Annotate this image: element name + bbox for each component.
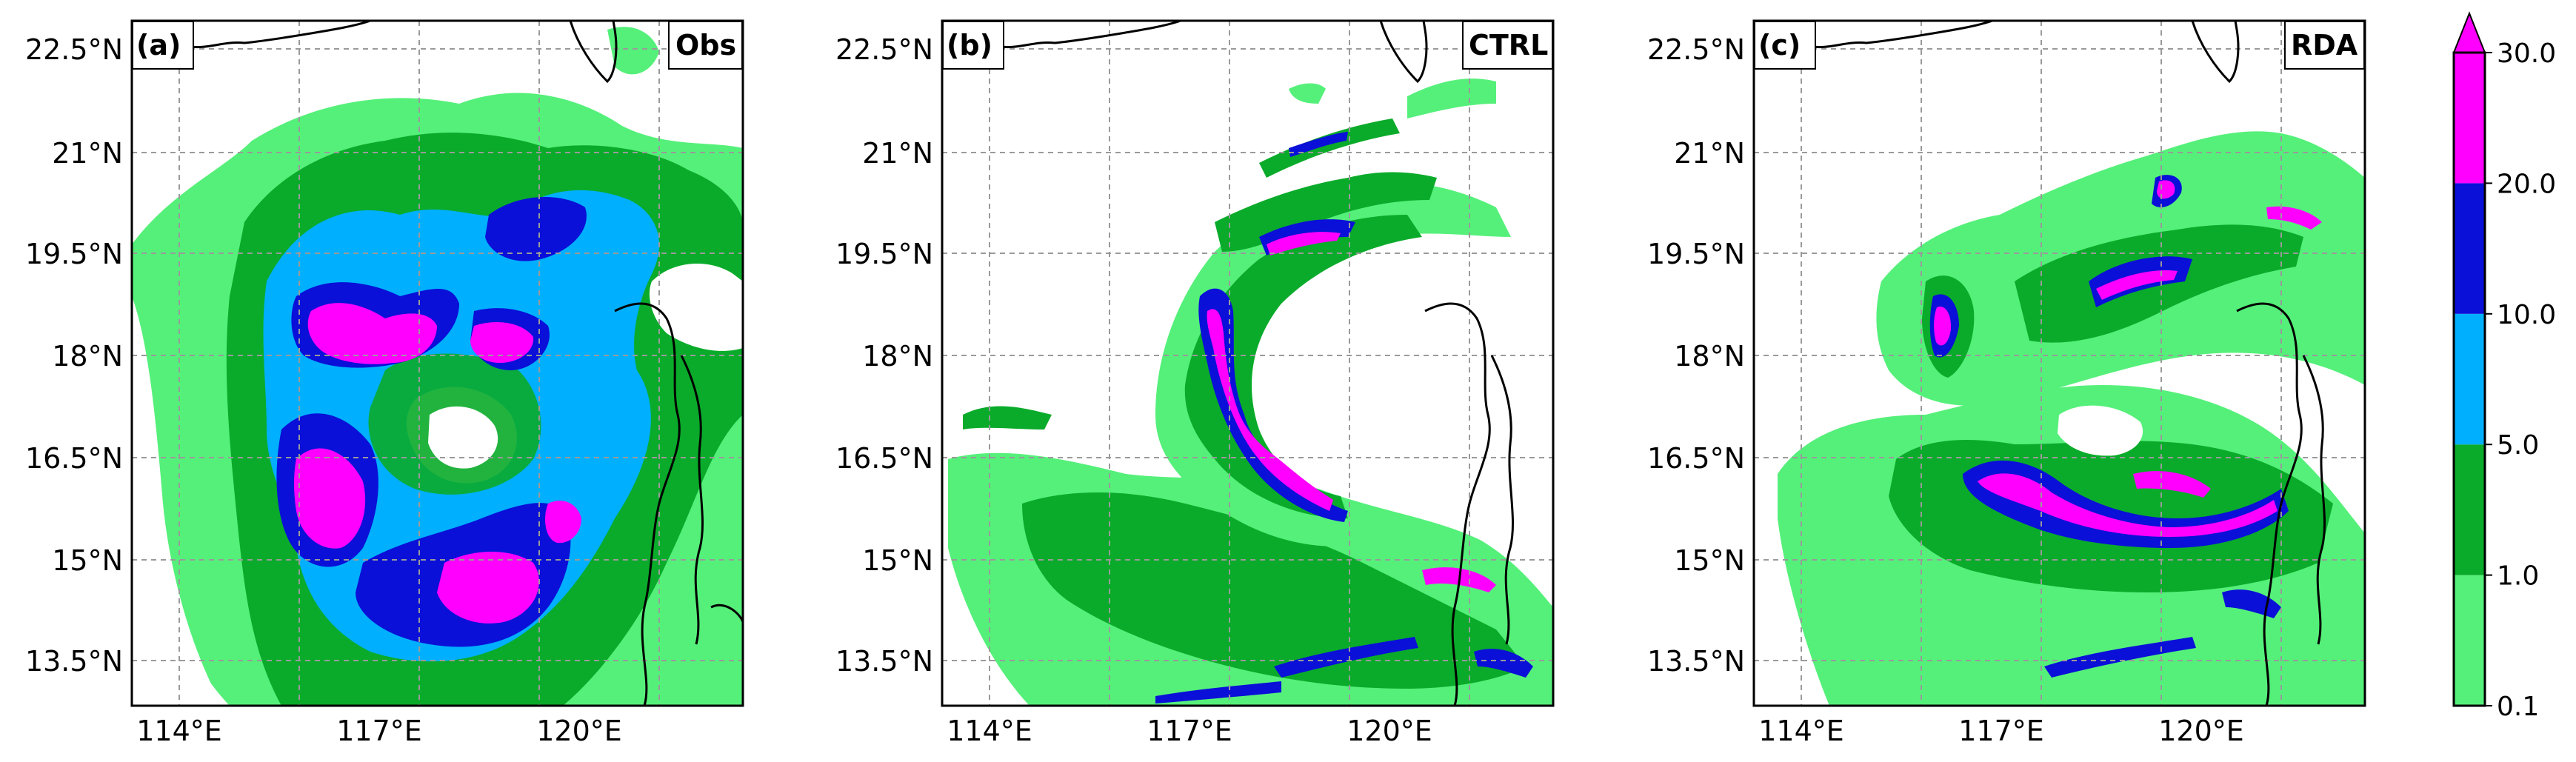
- lat-tick-label: 16.5°N: [1647, 442, 1745, 475]
- colorbar-segment: [2454, 313, 2485, 445]
- coastline-ctrl: [942, 21, 1515, 706]
- lat-tick-label: 22.5°N: [1647, 33, 1745, 66]
- lat-tick-label: 16.5°N: [25, 442, 123, 475]
- lon-tick-label: 117°E: [1147, 715, 1232, 747]
- lat-tick-label: 13.5°N: [1647, 645, 1745, 678]
- gridlines-ctrl: [942, 21, 1553, 706]
- lat-tick-label: 22.5°N: [25, 33, 123, 66]
- lon-tick-label: 120°E: [1347, 715, 1432, 747]
- precip-field-obs: [132, 27, 743, 706]
- lon-tick-labels-obs: 114°E 117°E 120°E: [136, 715, 622, 747]
- lon-tick-label: 117°E: [1958, 715, 2044, 747]
- colorbar-label: 0.1: [2497, 692, 2539, 722]
- colorbar-label: 5.0: [2497, 430, 2539, 461]
- lat-tick-label: 21°N: [1674, 137, 1745, 170]
- panel-name-ctrl: CTRL: [1469, 29, 1548, 61]
- lon-tick-label: 117°E: [336, 715, 422, 747]
- panel-ctrl: (b) CTRL 22.5°N 21°N 19.5°N 18°N 16.5°N …: [835, 19, 1555, 747]
- lat-tick-label: 19.5°N: [25, 238, 123, 270]
- colorbar-segment: [2454, 53, 2485, 184]
- panel-name-box-ctrl: CTRL: [1462, 21, 1553, 70]
- colorbar-labels: 0.1 1.0 5.0 10.0 20.0 30.0: [2485, 39, 2556, 722]
- map-frame-obs: [130, 19, 744, 707]
- precip-field-rda: [1778, 131, 2365, 706]
- panel-name-box-rda: RDA: [2284, 21, 2365, 70]
- colorbar-frame: [2452, 51, 2486, 707]
- lon-tick-label: 114°E: [947, 715, 1032, 747]
- colorbar: 0.1 1.0 5.0 10.0 20.0 30.0: [2452, 11, 2556, 722]
- panel-tag-ctrl: (b): [947, 29, 992, 61]
- gridlines-obs: [132, 21, 743, 706]
- panel-name-obs: Obs: [675, 29, 736, 61]
- panel-tag-rda: (c): [1758, 29, 1801, 61]
- map-frame-rda: [1752, 19, 2366, 707]
- panel-rda: (c) RDA 22.5°N 21°N 19.5°N 18°N 16.5°N 1…: [1647, 19, 2366, 747]
- colorbar-segments: [2454, 53, 2485, 706]
- precip-field-ctrl: [948, 78, 1553, 706]
- panel-obs: (a) Obs 22.5°N 21°N 19.5°N 18°N 16.5°N 1…: [25, 19, 744, 747]
- lat-tick-label: 22.5°N: [835, 33, 933, 66]
- lon-tick-label: 114°E: [1758, 715, 1844, 747]
- lat-tick-label: 15°N: [1674, 544, 1745, 577]
- lat-tick-label: 19.5°N: [835, 238, 933, 270]
- lat-tick-label: 18°N: [52, 340, 123, 372]
- lat-tick-label: 13.5°N: [835, 645, 933, 678]
- lat-tick-label: 15°N: [52, 544, 123, 577]
- lat-tick-label: 13.5°N: [25, 645, 123, 678]
- lat-tick-label: 19.5°N: [1647, 238, 1745, 270]
- lon-tick-label: 120°E: [536, 715, 622, 747]
- lat-tick-labels-obs: 22.5°N 21°N 19.5°N 18°N 16.5°N 15°N 13.5…: [25, 33, 123, 678]
- colorbar-segment: [2454, 183, 2485, 314]
- lat-tick-label: 21°N: [52, 137, 123, 170]
- lon-tick-labels-ctrl: 114°E 117°E 120°E: [947, 715, 1432, 747]
- colorbar-label: 1.0: [2497, 561, 2539, 592]
- lat-tick-label: 21°N: [862, 137, 933, 170]
- panel-tag-box-ctrl: (b): [942, 21, 1004, 70]
- lat-tick-label: 15°N: [862, 544, 933, 577]
- colorbar-segment: [2454, 575, 2485, 706]
- lat-tick-label: 16.5°N: [835, 442, 933, 475]
- lat-tick-labels-rda: 22.5°N 21°N 19.5°N 18°N 16.5°N 15°N 13.5…: [1647, 33, 1745, 678]
- lon-tick-label: 120°E: [2158, 715, 2244, 747]
- panel-tag-box-obs: (a): [132, 21, 194, 70]
- panel-name-rda: RDA: [2291, 29, 2358, 61]
- colorbar-label: 30.0: [2497, 39, 2556, 69]
- colorbar-label: 20.0: [2497, 169, 2556, 199]
- lon-tick-labels-rda: 114°E 117°E 120°E: [1758, 715, 2244, 747]
- colorbar-label: 10.0: [2497, 300, 2556, 330]
- panel-tag-obs: (a): [136, 29, 181, 61]
- lat-tick-labels-ctrl: 22.5°N 21°N 19.5°N 18°N 16.5°N 15°N 13.5…: [835, 33, 933, 678]
- lon-tick-label: 114°E: [136, 715, 222, 747]
- lat-tick-label: 18°N: [862, 340, 933, 372]
- coastline-rda: [1754, 21, 2326, 706]
- gridlines-rda: [1754, 21, 2365, 706]
- colorbar-segment: [2454, 444, 2485, 575]
- map-frame-ctrl: [941, 19, 1555, 707]
- panel-tag-box-rda: (c): [1754, 21, 1816, 70]
- panel-name-box-obs: Obs: [668, 21, 743, 70]
- lat-tick-label: 18°N: [1674, 340, 1745, 372]
- colorbar-extend-arrow: [2452, 11, 2486, 53]
